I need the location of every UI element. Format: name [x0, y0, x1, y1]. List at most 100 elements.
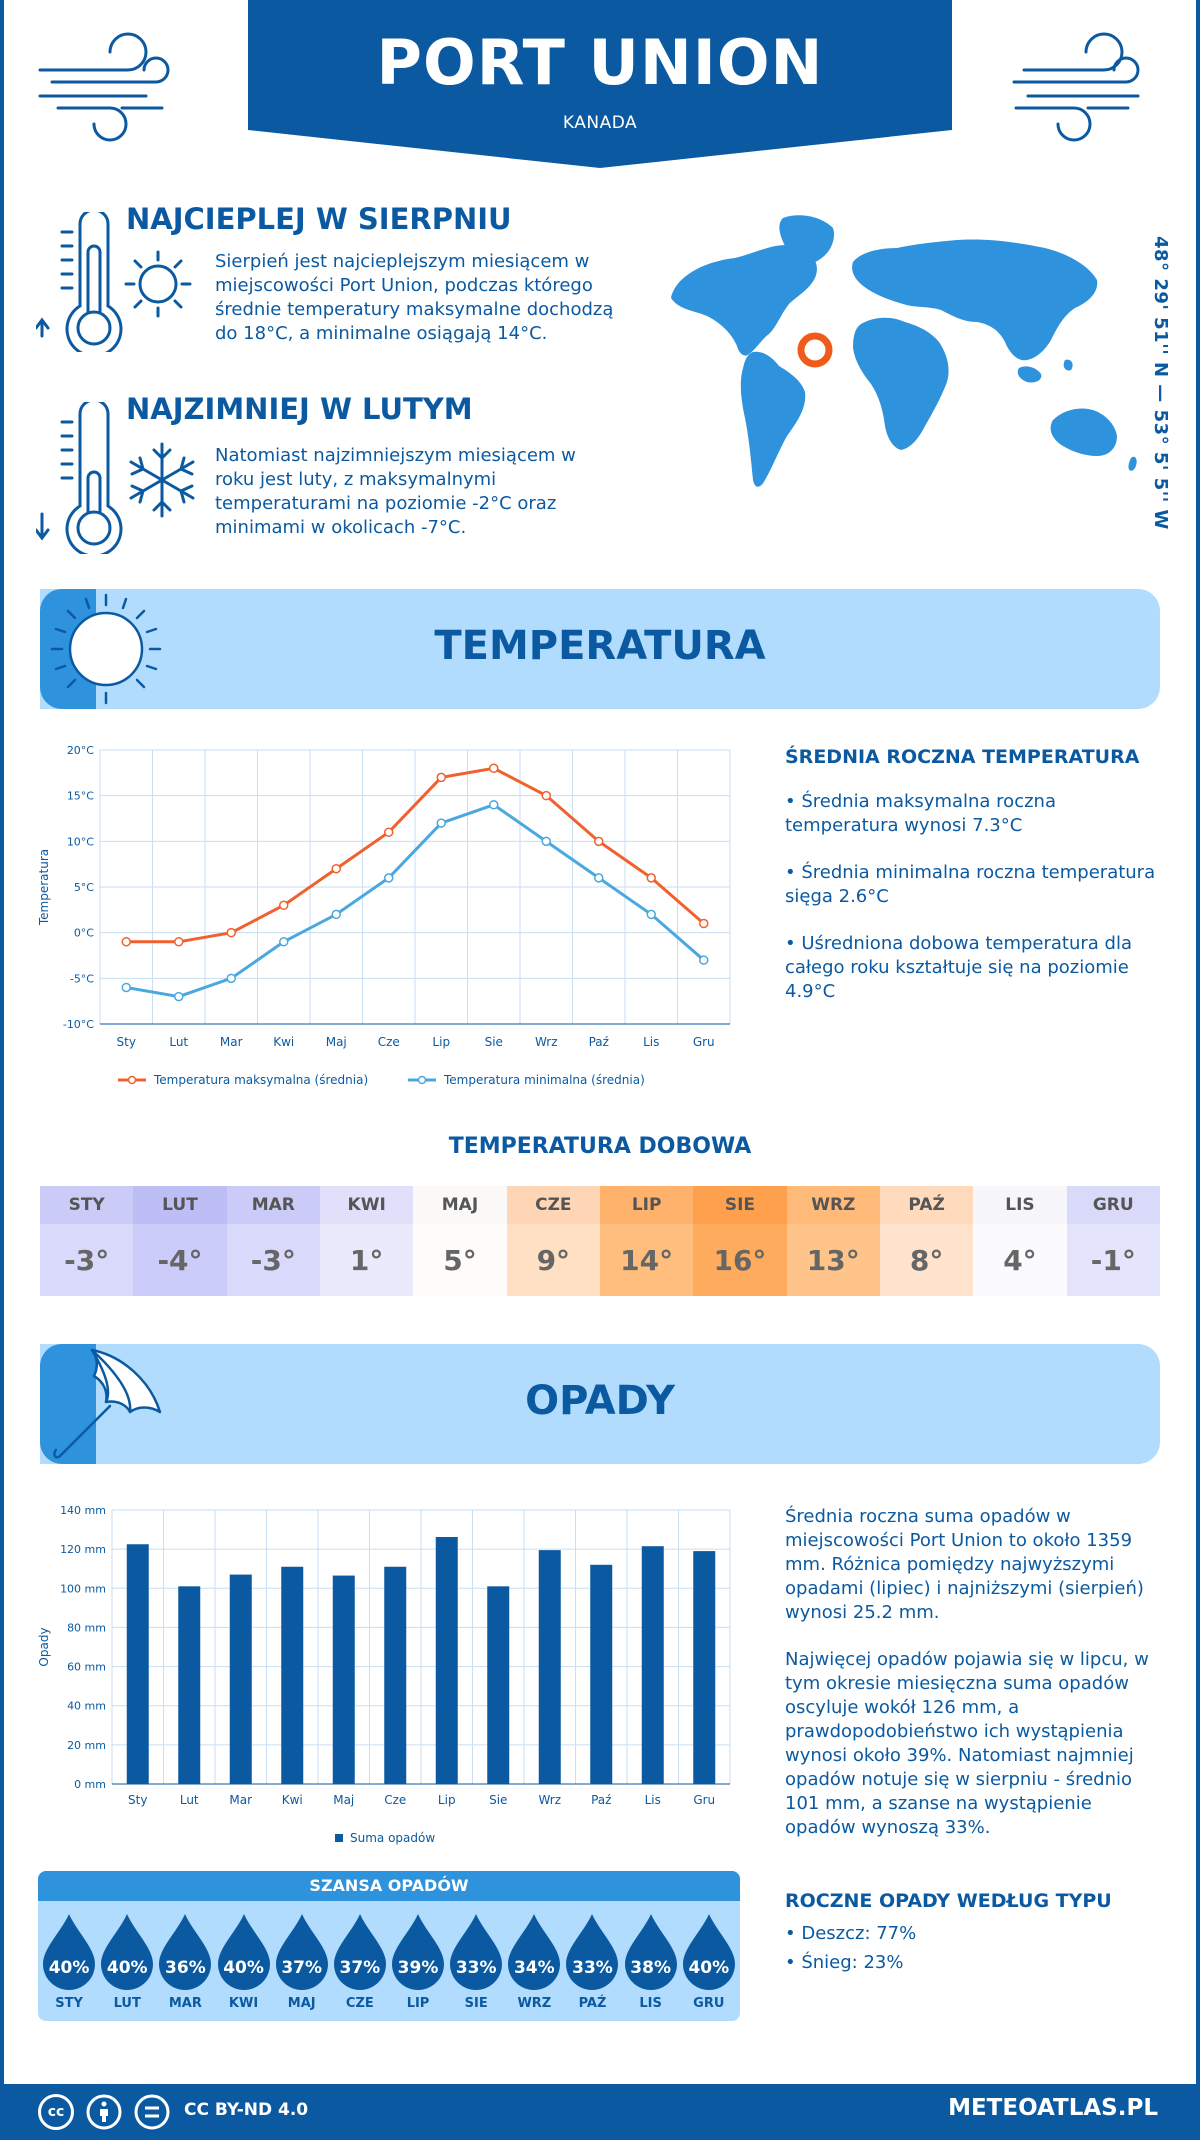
x-tick-label: Maj	[326, 1035, 347, 1049]
chance-month: KWI	[228, 1996, 259, 2011]
daily-month-label: MAJ	[413, 1186, 507, 1224]
coordinates: 48° 29' 51'' N — 53° 5' 5'' W	[1150, 236, 1171, 530]
precip-chance-drops: 40% STY 40% LUT 36% MAR 40% KWI 37% MAJ 37% CZE 39% L…	[38, 1912, 740, 2016]
raindrop-icon	[508, 1914, 561, 1990]
precip-bar	[126, 1544, 149, 1784]
y-tick-label: 120 mm	[60, 1543, 106, 1556]
x-tick-label: Lip	[438, 1793, 456, 1807]
chance-month: LIP	[406, 1996, 430, 2011]
x-tick-label: Gru	[693, 1035, 715, 1049]
precip-bar	[693, 1551, 716, 1784]
daily-temp-cell: SIE 16°	[693, 1186, 787, 1296]
chance-percent: 39%	[397, 1958, 439, 1978]
y-axis-label: Temperatura	[37, 849, 51, 926]
data-point	[384, 873, 394, 883]
data-point	[121, 982, 131, 993]
chance-month: STY	[55, 1996, 83, 2011]
daily-temp-value: -1°	[1066, 1224, 1160, 1296]
y-tick-label: 80 mm	[67, 1621, 106, 1634]
daily-temp-value: 8°	[879, 1224, 974, 1296]
chance-percent: 40%	[688, 1958, 730, 1978]
daily-month-label: LUT	[133, 1186, 227, 1224]
wind-icon	[1012, 32, 1140, 142]
y-tick-label: 60 mm	[67, 1661, 106, 1674]
sun-icon	[50, 593, 162, 705]
license-label: CC BY-ND 4.0	[184, 2100, 309, 2120]
daily-temp-cell: LIP 14°	[599, 1186, 694, 1296]
precip-bar	[281, 1566, 304, 1784]
x-tick-label: Wrz	[535, 1035, 558, 1049]
chance-drop: 33% PAŹ	[564, 1912, 620, 2016]
chance-drop: 40% LUT	[99, 1912, 155, 2016]
site-link[interactable]: METEOATLAS.PL	[948, 2095, 1158, 2121]
chance-percent: 34%	[513, 1958, 555, 1978]
daily-month-label: GRU	[1066, 1186, 1160, 1224]
precipitation-chart: 0 mm 20 mm 40 mm 60 mm 80 mm 100 mm 120 mm 140 …	[37, 1504, 731, 1845]
chance-percent: 40%	[48, 1958, 90, 1978]
data-point	[384, 827, 394, 837]
data-point	[489, 800, 499, 810]
precip-bar	[384, 1566, 407, 1784]
thermometer-cold-icon	[36, 402, 195, 554]
daily-month-label: PAŹ	[879, 1186, 974, 1224]
daily-temp-cell: KWI 1°	[319, 1186, 414, 1296]
x-tick-label: Wrz	[538, 1793, 561, 1807]
coldest-text: Natomiast najzimniejszym miesiącem w rok…	[215, 445, 576, 538]
chance-month: PAŹ	[578, 1996, 607, 2011]
precip-type-heading: ROCZNE OPADY WEDŁUG TYPU	[785, 1890, 1112, 1912]
raindrop-icon	[275, 1914, 328, 1990]
daily-temp-cell: MAJ 5°	[413, 1186, 507, 1296]
umbrella-icon	[53, 1348, 162, 1459]
chance-drop: 34% WRZ	[506, 1912, 562, 2016]
daily-temp-value: -3°	[40, 1224, 134, 1296]
precip-type-rain: • Deszcz: 77%	[785, 1923, 917, 1944]
chance-percent: 33%	[572, 1958, 613, 1978]
x-tick-label: Cze	[378, 1035, 400, 1049]
chance-drop: 38% LIS	[623, 1912, 679, 2016]
daily-temp-value: 13°	[786, 1224, 880, 1296]
daily-temp-value: 5°	[413, 1224, 507, 1296]
x-tick-label: Maj	[333, 1793, 354, 1807]
raindrop-icon	[624, 1914, 677, 1990]
data-point	[699, 955, 709, 965]
chance-month: GRU	[693, 1996, 725, 2011]
annual-temp-heading: ŚREDNIA ROCZNA TEMPERATURA	[785, 746, 1140, 768]
raindrop-icon	[101, 1914, 154, 1990]
x-tick-label: Paź	[589, 1035, 609, 1049]
precip-bar	[641, 1546, 664, 1784]
chance-month: LUT	[113, 1996, 141, 2011]
chance-month: LIS	[639, 1996, 662, 2011]
precip-section-bar	[40, 1344, 1160, 1464]
daily-month-label: KWI	[319, 1186, 414, 1224]
y-tick-label: -5°C	[70, 972, 94, 985]
x-tick-label: Mar	[229, 1793, 252, 1807]
header-banner	[248, 0, 952, 168]
precip-bar	[487, 1586, 510, 1784]
data-point	[436, 772, 446, 783]
chance-month: CZE	[345, 1996, 374, 2011]
y-tick-label: 20°C	[67, 744, 94, 757]
section-corner	[40, 1344, 96, 1464]
x-tick-label: Cze	[384, 1793, 406, 1807]
x-tick-label: Lut	[180, 1793, 199, 1807]
x-tick-label: Sty	[128, 1793, 147, 1807]
data-point	[541, 790, 551, 801]
daily-temp-value: 16°	[693, 1224, 787, 1296]
daily-temp-cell: GRU -1°	[1066, 1186, 1160, 1296]
country-label: KANADA	[562, 113, 638, 133]
daily-month-label: SIE	[693, 1186, 787, 1224]
chance-percent: 33%	[455, 1958, 497, 1978]
precip-type-snow: • Śnieg: 23%	[785, 1952, 904, 1973]
data-point	[226, 927, 236, 938]
precip-para-2: Najwięcej opadów pojawia się w lipcu, w …	[785, 1649, 1149, 1838]
footer	[0, 2084, 1200, 2140]
y-axis-label: Opady	[37, 1627, 51, 1666]
precip-bar	[538, 1550, 561, 1784]
warmest-text: Sierpień jest najcieplejszym miesiącem w…	[215, 251, 614, 344]
daily-month-label: CZE	[506, 1186, 600, 1224]
y-tick-label: 0 mm	[74, 1778, 106, 1791]
x-tick-label: Paź	[591, 1793, 611, 1807]
y-tick-label: 0°C	[74, 927, 94, 940]
daily-temp-value: 1°	[319, 1224, 414, 1296]
temp-bullet-avg: • Uśredniona dobowa temperatura dla całe…	[785, 933, 1133, 1002]
